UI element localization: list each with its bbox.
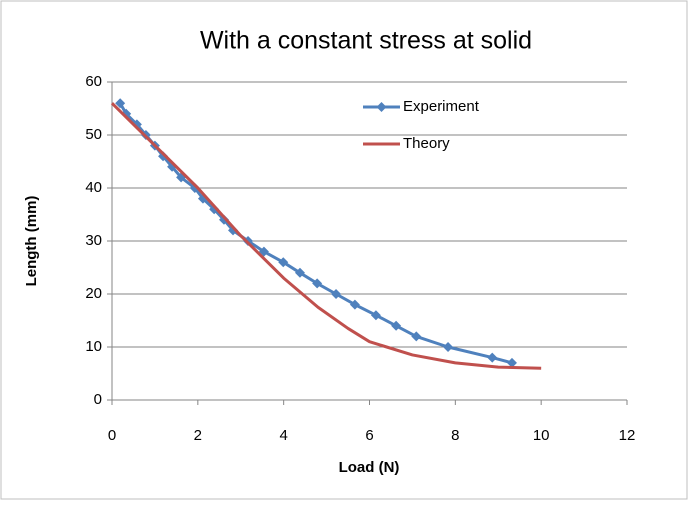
data-point: [312, 278, 323, 289]
data-point: [411, 331, 422, 342]
data-point: [158, 151, 169, 162]
data-point: [294, 267, 305, 278]
chart-title: With a constant stress at solid: [200, 27, 532, 55]
x-tick-label: 4: [279, 427, 287, 444]
x-tick-label: 10: [533, 427, 550, 444]
data-point: [370, 310, 381, 321]
y-tick-label: 60: [85, 73, 102, 90]
y-tick-label: 30: [85, 232, 102, 249]
y-tick-label: 10: [85, 338, 102, 355]
data-point: [278, 257, 289, 268]
x-tick-label: 12: [619, 427, 636, 444]
legend-label: Experiment: [403, 98, 480, 115]
y-axis-label: Length (mm): [23, 196, 40, 287]
legend-marker: [376, 102, 387, 112]
data-point: [219, 214, 230, 225]
x-axis-label: Load (N): [339, 459, 400, 476]
legend-label: Theory: [403, 135, 450, 152]
series-line: [110, 102, 542, 370]
data-point: [331, 289, 342, 299]
y-tick-label: 50: [85, 126, 102, 143]
x-tick-label: 2: [194, 427, 202, 444]
x-tick-label: 6: [365, 427, 373, 444]
data-point: [349, 299, 360, 310]
data-point: [506, 357, 517, 368]
y-tick-label: 0: [94, 391, 102, 408]
x-tick-label: 8: [451, 427, 459, 444]
y-tick-label: 40: [85, 179, 102, 196]
data-point: [115, 98, 126, 109]
data-point: [487, 352, 498, 363]
x-tick-label: 0: [108, 427, 116, 444]
data-point: [391, 320, 402, 331]
data-point: [443, 342, 454, 352]
y-tick-label: 20: [85, 285, 102, 302]
